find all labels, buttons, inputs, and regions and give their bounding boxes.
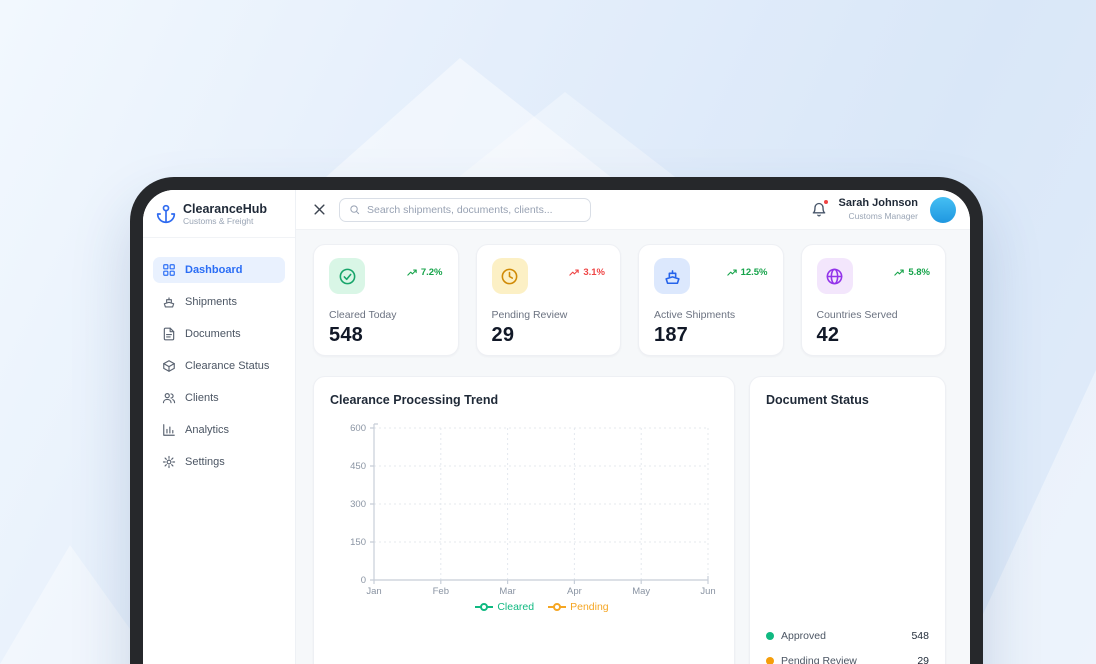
y-axis-tick: 150 [350,537,366,548]
stat-value: 548 [329,324,363,346]
top-bar: Sarah Johnson Customs Manager [296,190,970,230]
gear-icon [162,456,176,469]
stat-value: 42 [816,324,840,346]
bar-chart-icon [163,424,175,437]
sidebar-item-label: Dashboard [185,264,243,277]
notification-badge [822,199,829,205]
document-status-panel: Document Status Approved 548 Pending Rev… [749,376,946,664]
status-dot-pending [766,656,774,664]
x-axis-tick: Jan [366,586,382,597]
stat-label: Active Shipments [654,309,736,321]
sidebar-item-dashboard[interactable]: Dashboard [153,257,285,284]
trending-up-icon [894,269,905,276]
line-chart: 600 450 300 150 0 Jan Feb Mar Apr May Ju… [330,420,718,620]
clearance-trend-panel: Clearance Processing Trend [313,376,735,664]
stat-trend: 3.1% [568,267,605,278]
search-icon [350,205,360,215]
x-axis-tick: Feb [432,586,449,597]
sidebar-item-shipments[interactable]: Shipments [153,289,285,315]
panels-row: Clearance Processing Trend [313,376,946,664]
brand-name: ClearanceHub [183,202,268,216]
dashboard-content: 7.2% Cleared Today 548 [296,230,970,664]
status-dot-approved [766,631,774,640]
stat-trend: 12.5% [726,267,768,278]
stat-card-pending-review: 3.1% Pending Review 29 [475,244,621,356]
app-screen: ClearanceHub Customs & Freight Dashboard… [143,190,970,664]
list-item: Pending Review 29 [766,648,929,664]
x-axis-tick: Jun [700,586,716,597]
bell-icon[interactable] [811,199,829,218]
anchor-icon [156,204,176,224]
user-name: Sarah Johnson [838,197,918,210]
sidebar-nav: Dashboard Shipments Documents [143,238,295,494]
legend-item-pending[interactable]: Pending [548,601,609,613]
sidebar-item-label: Settings [185,456,225,469]
search-input[interactable] [367,203,581,216]
trending-up-icon [726,269,737,276]
avatar[interactable] [930,196,956,223]
globe-icon [816,258,853,294]
package-icon [163,360,175,373]
stat-card-active-shipments: 12.5% Active Shipments 187 [638,244,784,356]
stat-value: 29 [491,324,515,346]
x-icon[interactable] [312,202,327,217]
people-icon [162,393,176,404]
user-role: Customs Manager [848,211,918,222]
sidebar-item-label: Documents [185,328,241,341]
clock-icon [491,258,528,294]
line-marker-icon [475,603,494,611]
sidebar-item-documents[interactable]: Documents [153,321,285,347]
search-box[interactable] [339,197,591,222]
ship-icon [654,258,690,294]
stat-value: 187 [654,324,688,346]
tablet-device-frame: ClearanceHub Customs & Freight Dashboard… [130,177,983,664]
chart-legend: Cleared Pending [374,601,710,613]
stats-row: 7.2% Cleared Today 548 [313,244,946,356]
list-item: Approved 548 [766,623,929,648]
document-status-list: Approved 548 Pending Review 29 [766,623,929,664]
sidebar-item-clients[interactable]: Clients [153,385,285,411]
trending-up-icon [569,269,580,276]
sidebar-item-analytics[interactable]: Analytics [153,417,285,443]
ship-icon [163,297,175,308]
sidebar-item-label: Shipments [185,296,237,309]
y-axis-tick: 600 [350,423,366,434]
x-axis-tick: May [632,586,651,597]
y-axis-tick: 450 [350,461,366,472]
document-status-title: Document Status [766,393,869,407]
stat-label: Cleared Today [329,309,397,321]
dashboard-grid-icon [163,264,175,277]
chart-grid [370,423,709,584]
sidebar-item-clearance-status[interactable]: Clearance Status [153,353,285,379]
check-circle-icon [329,258,365,294]
x-axis-tick: Mar [499,586,516,597]
trending-up-icon [407,269,417,276]
stat-trend: 7.2% [406,267,443,278]
y-axis-tick: 300 [350,499,366,510]
stat-label: Countries Served [816,309,898,321]
brand-logo: ClearanceHub Customs & Freight [143,190,295,239]
sidebar-item-settings[interactable]: Settings [153,449,285,475]
user-meta: Sarah Johnson Customs Manager [839,197,918,221]
sidebar-item-label: Analytics [185,424,230,437]
y-axis-tick: 0 [360,575,366,586]
legend-item-cleared[interactable]: Cleared [475,601,534,613]
main-area: Sarah Johnson Customs Manager [296,190,970,664]
stat-trend: 5.8% [893,267,930,278]
x-axis-tick: Apr [566,586,582,597]
stat-card-cleared-today: 7.2% Cleared Today 548 [313,244,459,356]
sidebar: ClearanceHub Customs & Freight Dashboard… [143,190,296,664]
sidebar-item-label: Clients [185,392,219,405]
line-marker-icon [548,603,567,611]
document-icon [163,327,175,341]
chart-title: Clearance Processing Trend [330,393,499,407]
stat-label: Pending Review [491,309,568,321]
stat-card-countries-served: 5.8% Countries Served 42 [800,244,946,356]
sidebar-item-label: Clearance Status [185,360,270,373]
brand-tagline: Customs & Freight [183,216,254,227]
